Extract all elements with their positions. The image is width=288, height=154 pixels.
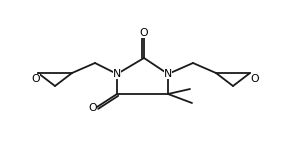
Text: N: N <box>113 69 121 79</box>
Text: O: O <box>251 73 259 83</box>
Text: O: O <box>32 73 40 83</box>
Text: N: N <box>164 69 172 79</box>
Text: O: O <box>89 103 97 113</box>
Text: O: O <box>140 28 148 38</box>
